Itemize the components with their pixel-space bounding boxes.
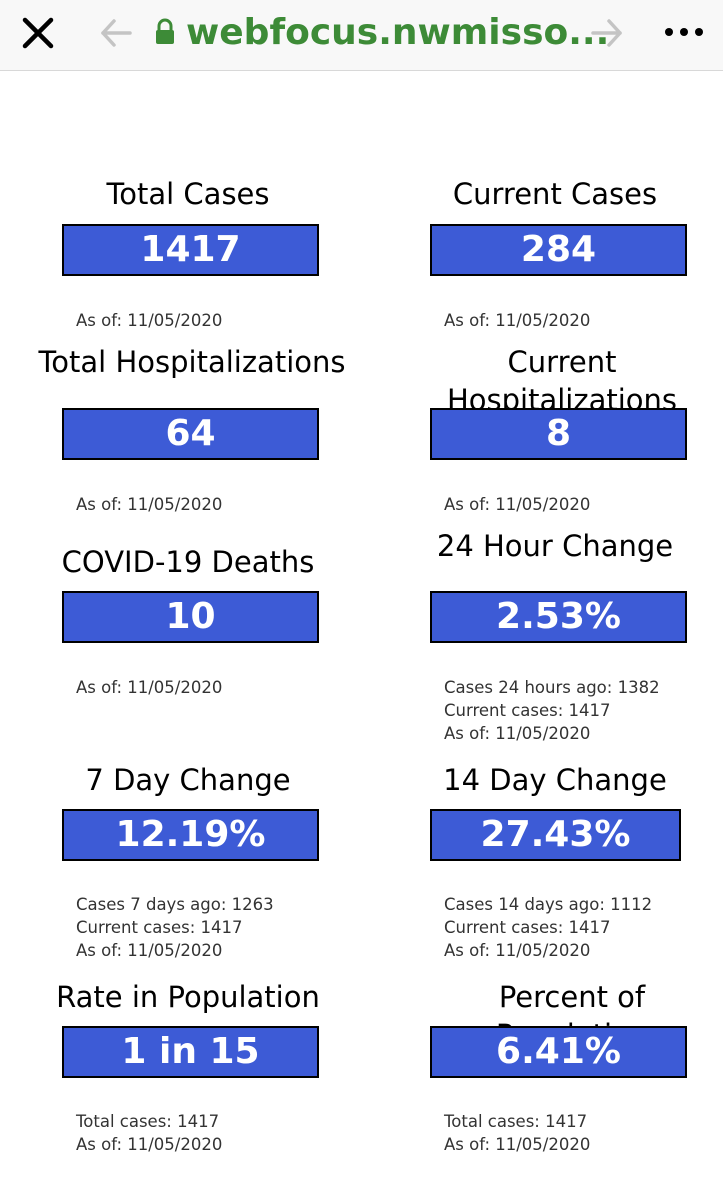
close-icon[interactable] — [16, 11, 60, 55]
card-note: Cases 14 days ago: 1112 — [444, 895, 653, 914]
card-title-line2: Hospitalizations — [446, 383, 678, 409]
change-7d-value: 12.19% — [62, 809, 319, 861]
card-title: Rate in Population — [56, 980, 320, 1014]
url-text[interactable]: webfocus.nwmisso... — [186, 12, 610, 53]
card-note: Current cases: 1417 — [444, 701, 611, 720]
card-title: Total Cases — [106, 177, 270, 211]
current-hospitalizations-value: 8 — [430, 408, 687, 460]
card-note: Total cases: 1417 — [76, 1112, 220, 1131]
card-title: Total Hospitalizations — [38, 345, 346, 379]
card-note: As of: 11/05/2020 — [444, 495, 591, 514]
card-note: As of: 11/05/2020 — [76, 495, 223, 514]
change-24h-value: 2.53% — [430, 591, 687, 643]
card-note: As of: 11/05/2020 — [444, 311, 591, 330]
card-note: As of: 11/05/2020 — [76, 311, 223, 330]
more-icon[interactable] — [662, 22, 706, 42]
percent-population-value: 6.41% — [430, 1026, 687, 1078]
lock-icon — [154, 18, 176, 46]
deaths-value: 10 — [62, 591, 319, 643]
back-arrow-icon[interactable] — [99, 17, 133, 49]
card-note: Current cases: 1417 — [76, 918, 243, 937]
card-title: Current Cases — [452, 177, 658, 211]
card-title-line1: Percent of — [498, 980, 646, 1014]
card-note: Current cases: 1417 — [444, 918, 611, 937]
rate-population-value: 1 in 15 — [62, 1026, 319, 1078]
card-note: As of: 11/05/2020 — [76, 941, 223, 960]
card-note: As of: 11/05/2020 — [76, 1135, 223, 1154]
total-cases-value: 1417 — [62, 224, 319, 276]
card-note: Cases 24 hours ago: 1382 — [444, 678, 660, 697]
forward-arrow-icon[interactable] — [590, 17, 624, 49]
percent-population-title: Percent of Population — [388, 978, 723, 1026]
card-title: COVID-19 Deaths — [61, 545, 315, 579]
card-title-line2: Population — [388, 1016, 723, 1026]
card-note: Total cases: 1417 — [444, 1112, 588, 1131]
card-note: As of: 11/05/2020 — [444, 941, 591, 960]
card-title: 24 Hour Change — [436, 529, 674, 563]
change-14d-value: 27.43% — [430, 809, 681, 861]
card-note: Cases 7 days ago: 1263 — [76, 895, 274, 914]
browser-toolbar: webfocus.nwmisso... — [0, 0, 723, 71]
card-note: As of: 11/05/2020 — [444, 1135, 591, 1154]
card-note: As of: 11/05/2020 — [444, 724, 591, 743]
total-hospitalizations-value: 64 — [62, 408, 319, 460]
current-cases-value: 284 — [430, 224, 687, 276]
current-hospitalizations-title: Current Hospitalizations — [378, 343, 723, 409]
card-title: 14 Day Change — [443, 763, 667, 797]
card-title: 7 Day Change — [85, 763, 291, 797]
card-title-line1: Current — [507, 345, 617, 379]
card-note: As of: 11/05/2020 — [76, 678, 223, 697]
